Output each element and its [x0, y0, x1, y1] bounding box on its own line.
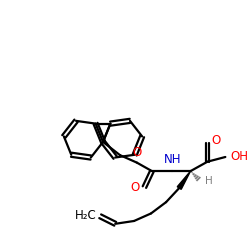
Text: O: O: [130, 180, 140, 194]
Text: H₂C: H₂C: [75, 209, 96, 222]
Text: H: H: [205, 176, 212, 186]
Polygon shape: [177, 171, 190, 189]
Text: NH: NH: [164, 154, 182, 166]
Text: O: O: [132, 146, 141, 159]
Text: O: O: [211, 134, 220, 147]
Text: OH: OH: [230, 150, 248, 162]
